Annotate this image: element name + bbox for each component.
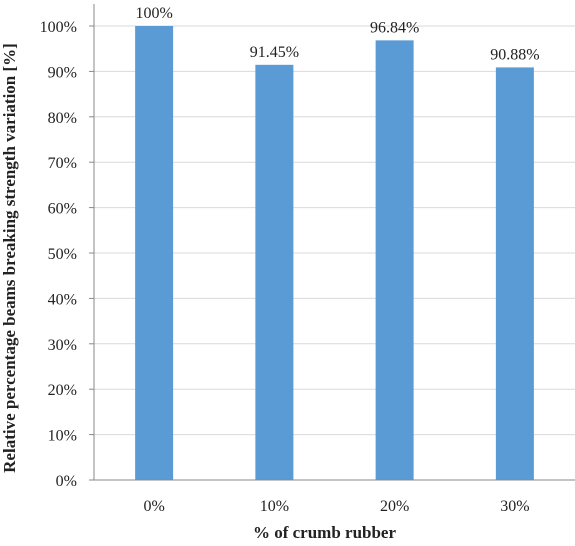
bars	[135, 26, 534, 481]
x-tick-label: 30%	[500, 498, 529, 515]
x-tick-labels: 0% 10% 20% 30%	[143, 498, 529, 515]
y-tick-label: 0%	[56, 473, 77, 490]
x-tick-label: 0%	[143, 498, 164, 515]
data-label: 90.88%	[490, 46, 539, 63]
data-label: 96.84%	[370, 19, 419, 36]
bar	[255, 64, 294, 480]
x-tick-label: 20%	[380, 498, 409, 515]
y-axis-title: Relative percentage beams breaking stren…	[0, 43, 19, 473]
y-tick-label: 80%	[48, 110, 77, 127]
y-tick-label: 100%	[40, 19, 77, 36]
data-label: 91.45%	[250, 44, 299, 61]
bar	[135, 26, 174, 480]
y-tick-label: 60%	[48, 201, 77, 218]
gridlines	[94, 25, 575, 436]
y-tick-label: 50%	[48, 246, 77, 263]
y-tick-label: 10%	[48, 428, 77, 445]
x-tick-label: 10%	[260, 498, 289, 515]
y-tick-labels: 0% 10% 20% 30% 40% 50% 60% 70% 80% 90% 100%	[40, 19, 77, 490]
data-label: 100%	[135, 5, 172, 22]
y-tick-label: 70%	[48, 155, 77, 172]
y-tick-label: 40%	[48, 291, 77, 308]
y-tick-label: 90%	[48, 64, 77, 81]
bar	[495, 67, 534, 481]
bar	[375, 40, 414, 480]
y-tick-label: 20%	[48, 382, 77, 399]
axes	[89, 4, 575, 481]
data-labels: 100% 91.45% 96.84% 90.88%	[135, 5, 539, 63]
y-tick-label: 30%	[48, 337, 77, 354]
x-axis-title: % of crumb rubber	[253, 523, 397, 541]
